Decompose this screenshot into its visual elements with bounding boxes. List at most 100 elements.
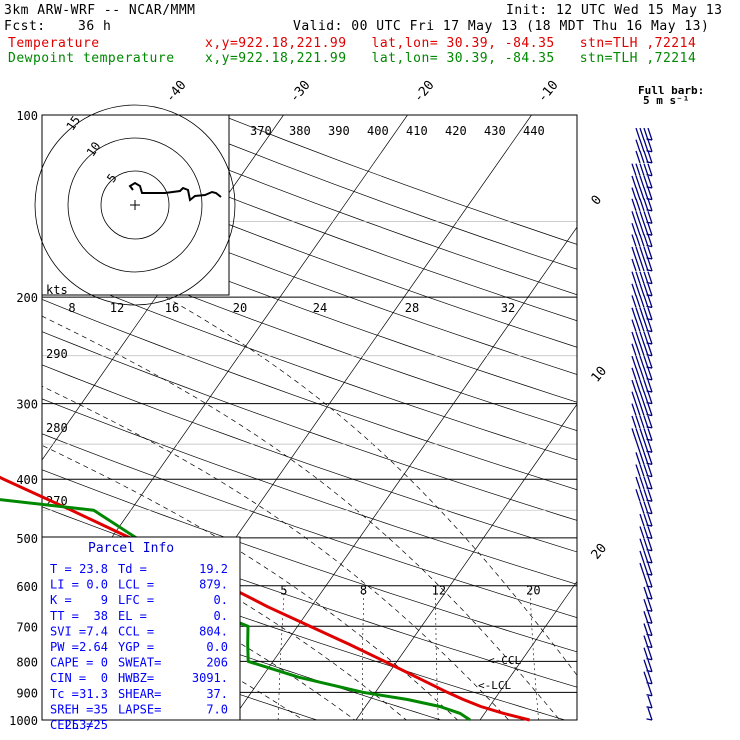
hodograph-ring-label: 10 [84,139,104,159]
barb-flag [643,234,649,247]
barb-flag [643,647,649,660]
barb-flag [643,175,649,189]
barb-flag [643,271,649,284]
parcel-info-cell: K = [50,593,72,607]
barb-flag [639,403,645,416]
wind-barb [643,599,653,612]
barb-flag [647,452,653,465]
barb-flag [643,295,649,308]
barb-flag [643,574,649,588]
barb-flag [639,198,645,212]
barb-key-line1: Full barb: [638,84,704,97]
barb-flag [647,635,653,648]
barb-flag [639,127,645,141]
parcel-info-cell: 3091. [192,671,228,685]
barb-flag [635,222,641,236]
mixing-ratio-label: 5 [280,583,287,597]
mixing-ratio-line [529,585,539,720]
barb-flag [631,234,637,247]
pressure-label: 300 [16,398,38,412]
parcel-info-cell: 253/25 [65,718,108,732]
wind-barb [631,319,653,333]
isotherm-label: -30 [287,78,314,106]
parcel-info-cell: 31.3 [79,687,108,701]
barb-flag [643,538,649,551]
wind-barb [631,355,653,369]
barb-flag [643,222,649,236]
model-title: 3km ARW-WRF -- NCAR/MMM [4,3,196,18]
isotherm-label: 20 [589,541,611,563]
barb-flag [635,234,641,247]
barb-flag [647,440,653,453]
wind-barb [631,415,653,429]
parcel-info-cell: LCL = [118,578,154,592]
barb-flag [639,307,645,320]
isotherm-label: -20 [411,78,438,106]
barb-flag [647,695,653,709]
theta-label: 440 [523,124,545,138]
barb-flag [643,428,649,441]
barb-flag [631,367,637,381]
barb-flag [647,222,653,236]
barb-flag [647,574,653,588]
mixing-ratio-label: 20 [526,583,540,597]
barb-flag [635,246,641,260]
barb-flag [635,355,641,369]
pressure-label: 200 [16,291,38,305]
parcel-info-cell: CIN = [50,671,86,685]
barb-flag [639,175,645,189]
barb-flag [639,343,645,356]
wind-barb [643,611,653,624]
wind-barb [631,379,653,393]
pressure-label: 1000 [9,714,38,728]
pressure-label: 500 [16,532,38,546]
parcel-info-cell: 0 [101,671,108,685]
barb-flag [631,198,637,212]
parcel-info-cell: Tc = [50,687,79,701]
parcel-info-cell: CELL = [50,718,93,732]
barb-flag [643,586,649,600]
barb-flag [631,258,637,272]
barb-flag [635,139,641,152]
speed-scale-label: 12 [110,301,124,315]
isotherm-line [231,226,577,720]
barb-flag [647,428,653,441]
wind-barb [643,635,653,649]
dry-adiabat [42,177,577,375]
isotherm-label: -10 [535,78,562,106]
plot-frame [41,114,578,721]
barb-flag [643,599,649,612]
isotherm-label: 10 [589,364,611,386]
barb-flag [631,319,637,332]
legend-dewpoint: Dewpoint temperature [8,51,175,66]
wind-barb [646,695,653,709]
barb-flag [643,464,649,477]
barb-flag [647,307,653,320]
parcel-info-frame [41,536,241,721]
barb-flag [639,295,645,308]
barb-flag [639,319,645,332]
parcel-info-cell: 35 [94,702,108,716]
parcel-info-cell: 7.4 [86,624,108,638]
parcel-info-cell: 0.0 [86,578,108,592]
dry-adiabat [42,398,577,585]
parcel-info-cell: SWEAT= [118,656,161,670]
barb-flag [643,489,649,502]
barb-flag [647,562,653,576]
barb-flag [647,175,653,189]
wind-barb [646,707,653,721]
barb-flag [639,538,645,551]
barb-flag [631,271,637,284]
pressure-label: 900 [16,686,38,700]
barb-flag [639,163,645,176]
barb-flag [647,211,653,224]
barb-flag [643,623,649,636]
barb-flag [647,611,653,624]
barb-flag [639,501,645,514]
barb-flag [635,452,641,465]
barb-flag [639,513,645,527]
barb-flag [647,476,653,490]
barb-flag [643,127,649,141]
wind-barb [631,258,653,272]
